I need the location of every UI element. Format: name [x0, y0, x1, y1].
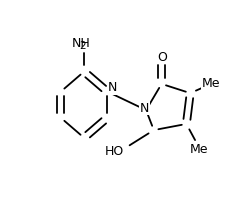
- Text: O: O: [157, 50, 167, 63]
- Text: Me: Me: [189, 142, 207, 155]
- Text: Me: Me: [201, 76, 220, 89]
- Text: HO: HO: [104, 145, 124, 158]
- Text: NH: NH: [72, 37, 90, 50]
- Text: N: N: [139, 101, 149, 114]
- Text: 2: 2: [79, 40, 85, 50]
- Text: N: N: [108, 81, 117, 94]
